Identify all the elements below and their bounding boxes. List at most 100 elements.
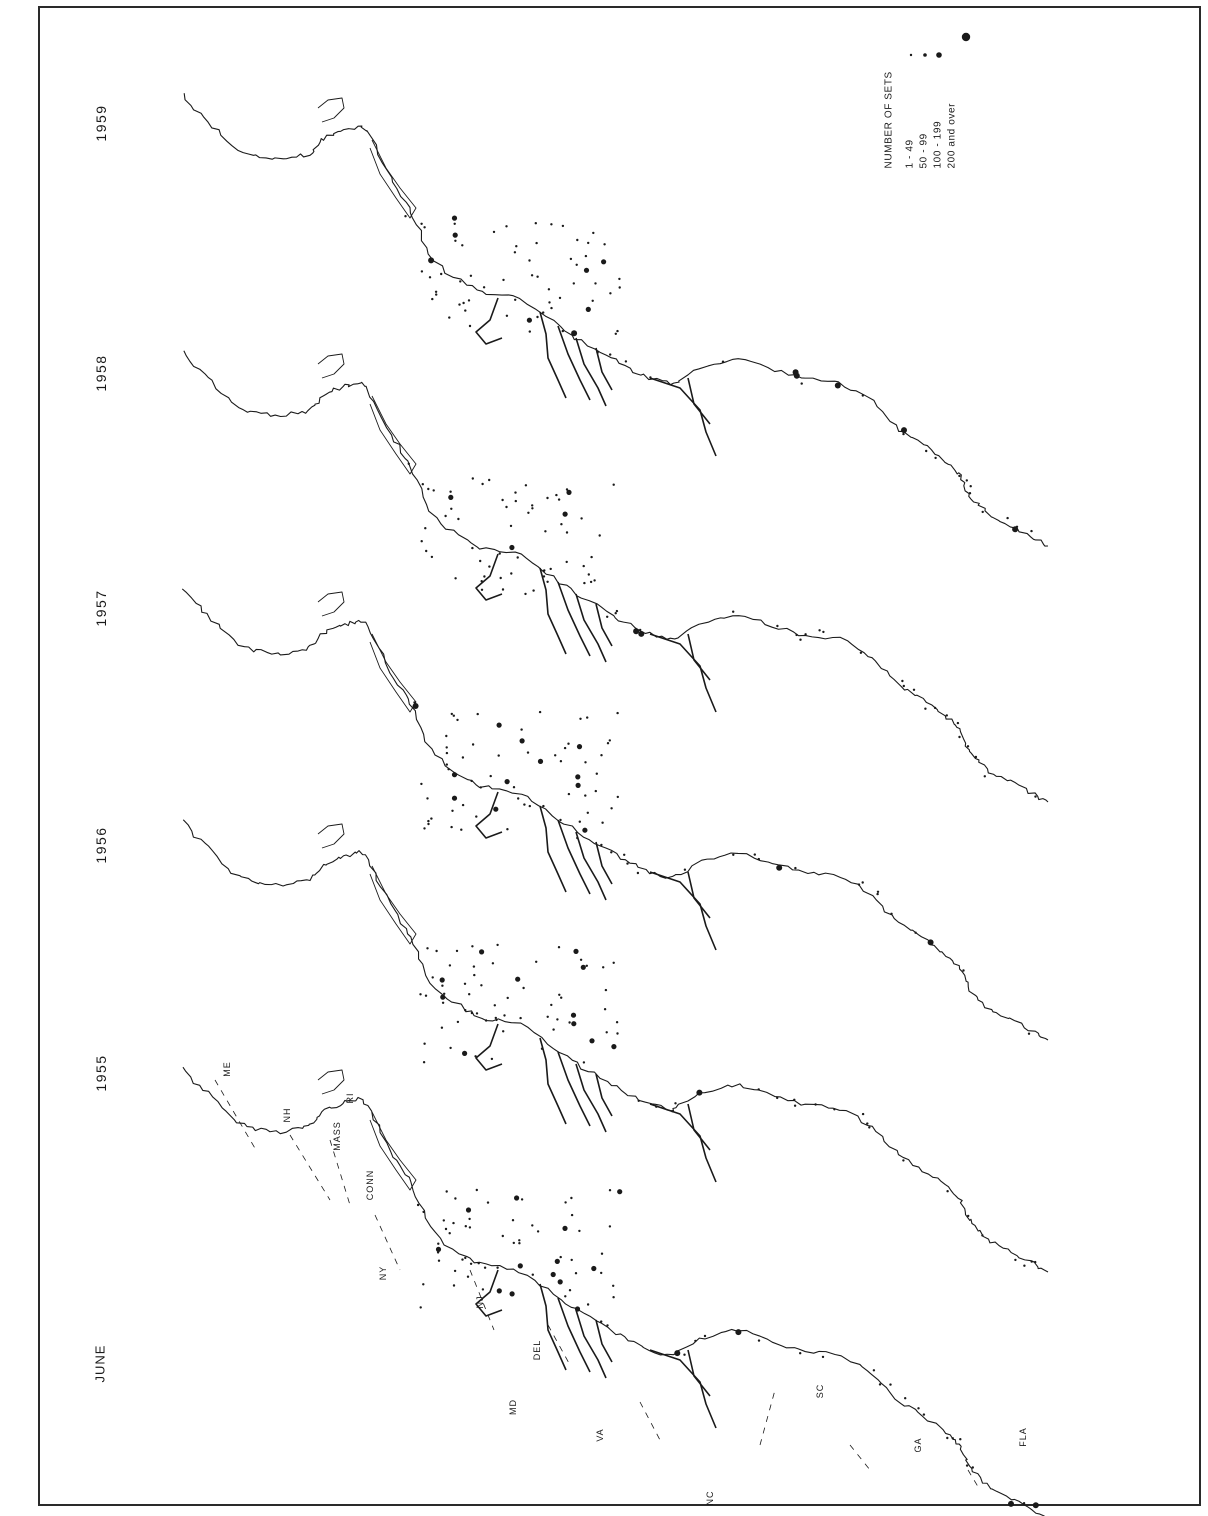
set-marker xyxy=(757,857,760,861)
set-marker xyxy=(594,789,597,793)
coastline-map-1958 xyxy=(183,350,1049,803)
set-marker xyxy=(536,315,539,319)
set-marker xyxy=(450,712,453,716)
set-marker xyxy=(514,1195,520,1201)
set-marker xyxy=(902,1159,905,1162)
set-marker xyxy=(440,272,443,276)
set-marker xyxy=(428,276,432,279)
set-marker xyxy=(464,1009,467,1012)
set-marker xyxy=(639,628,642,632)
set-marker xyxy=(420,222,423,225)
bay-outline xyxy=(475,1023,503,1071)
set-marker xyxy=(572,282,575,285)
set-marker xyxy=(902,432,905,436)
state-label-sc: SC xyxy=(815,1383,825,1399)
set-marker xyxy=(452,232,458,238)
year-label-1959: 1959 xyxy=(93,104,109,142)
set-marker xyxy=(493,1004,496,1007)
set-marker xyxy=(570,1258,573,1262)
bay-outline xyxy=(595,603,613,647)
set-marker xyxy=(416,1203,420,1207)
state-boundary xyxy=(289,1134,331,1201)
set-marker xyxy=(496,943,499,947)
set-marker xyxy=(565,488,569,491)
set-marker xyxy=(637,1099,640,1103)
set-marker xyxy=(498,552,501,555)
bay-outline xyxy=(475,791,503,839)
set-marker xyxy=(471,546,474,550)
set-marker xyxy=(951,1437,954,1440)
set-marker xyxy=(420,270,424,273)
set-marker xyxy=(515,976,521,982)
set-marker xyxy=(439,977,445,983)
set-marker xyxy=(600,754,603,757)
set-marker xyxy=(426,947,429,950)
set-marker xyxy=(445,1190,448,1193)
set-marker xyxy=(517,797,520,800)
set-marker xyxy=(420,782,423,786)
set-marker xyxy=(624,360,628,363)
set-marker xyxy=(468,324,472,328)
set-marker xyxy=(616,1032,619,1035)
set-marker xyxy=(901,679,904,683)
set-marker xyxy=(491,962,495,965)
set-marker xyxy=(618,286,621,289)
set-marker xyxy=(601,259,607,265)
set-marker xyxy=(568,1021,571,1024)
bay-outline xyxy=(687,871,711,919)
set-marker xyxy=(472,965,476,968)
set-marker xyxy=(512,1241,515,1245)
set-marker xyxy=(477,1262,480,1265)
set-marker xyxy=(556,1018,559,1021)
state-boundary xyxy=(214,1079,257,1151)
set-marker xyxy=(567,792,571,796)
set-marker xyxy=(600,843,603,847)
set-marker xyxy=(430,555,434,559)
set-marker xyxy=(965,479,968,482)
set-marker xyxy=(582,564,585,568)
set-marker xyxy=(1015,525,1019,528)
set-marker xyxy=(435,1246,442,1252)
set-marker xyxy=(866,1122,869,1125)
set-marker xyxy=(649,376,652,379)
island-outline xyxy=(369,139,417,219)
set-marker xyxy=(475,1188,478,1192)
set-marker xyxy=(430,817,433,820)
state-boundary xyxy=(374,1214,401,1271)
set-marker xyxy=(576,238,579,242)
set-marker xyxy=(486,1201,490,1204)
set-marker xyxy=(582,827,588,833)
set-marker xyxy=(481,482,484,486)
set-marker xyxy=(526,751,530,754)
set-marker xyxy=(946,1190,949,1193)
set-marker xyxy=(596,351,599,354)
set-marker xyxy=(617,1189,623,1195)
bay-outline xyxy=(595,841,613,885)
set-marker xyxy=(470,779,473,783)
set-marker xyxy=(454,1197,457,1200)
coastline xyxy=(181,588,1049,1041)
set-marker xyxy=(454,239,457,242)
set-marker xyxy=(464,1256,467,1260)
set-marker xyxy=(638,630,645,637)
set-marker xyxy=(933,706,937,710)
set-marker xyxy=(514,298,517,301)
set-marker xyxy=(614,332,617,335)
bay-outline xyxy=(649,1349,717,1429)
island-outline xyxy=(317,353,345,379)
set-marker xyxy=(542,804,545,808)
set-marker xyxy=(574,1306,581,1312)
set-marker xyxy=(579,717,582,720)
legend-class-1: 1 - 49 xyxy=(904,139,916,169)
state-boundary xyxy=(639,1401,661,1441)
bay-outline xyxy=(575,593,607,663)
island-outline xyxy=(317,591,345,617)
set-marker xyxy=(586,811,589,814)
set-marker xyxy=(576,744,583,750)
set-marker xyxy=(431,976,434,979)
set-marker xyxy=(636,871,640,875)
set-marker xyxy=(509,544,515,551)
set-marker xyxy=(584,794,587,797)
set-marker xyxy=(557,498,561,501)
set-marker xyxy=(589,1038,595,1044)
